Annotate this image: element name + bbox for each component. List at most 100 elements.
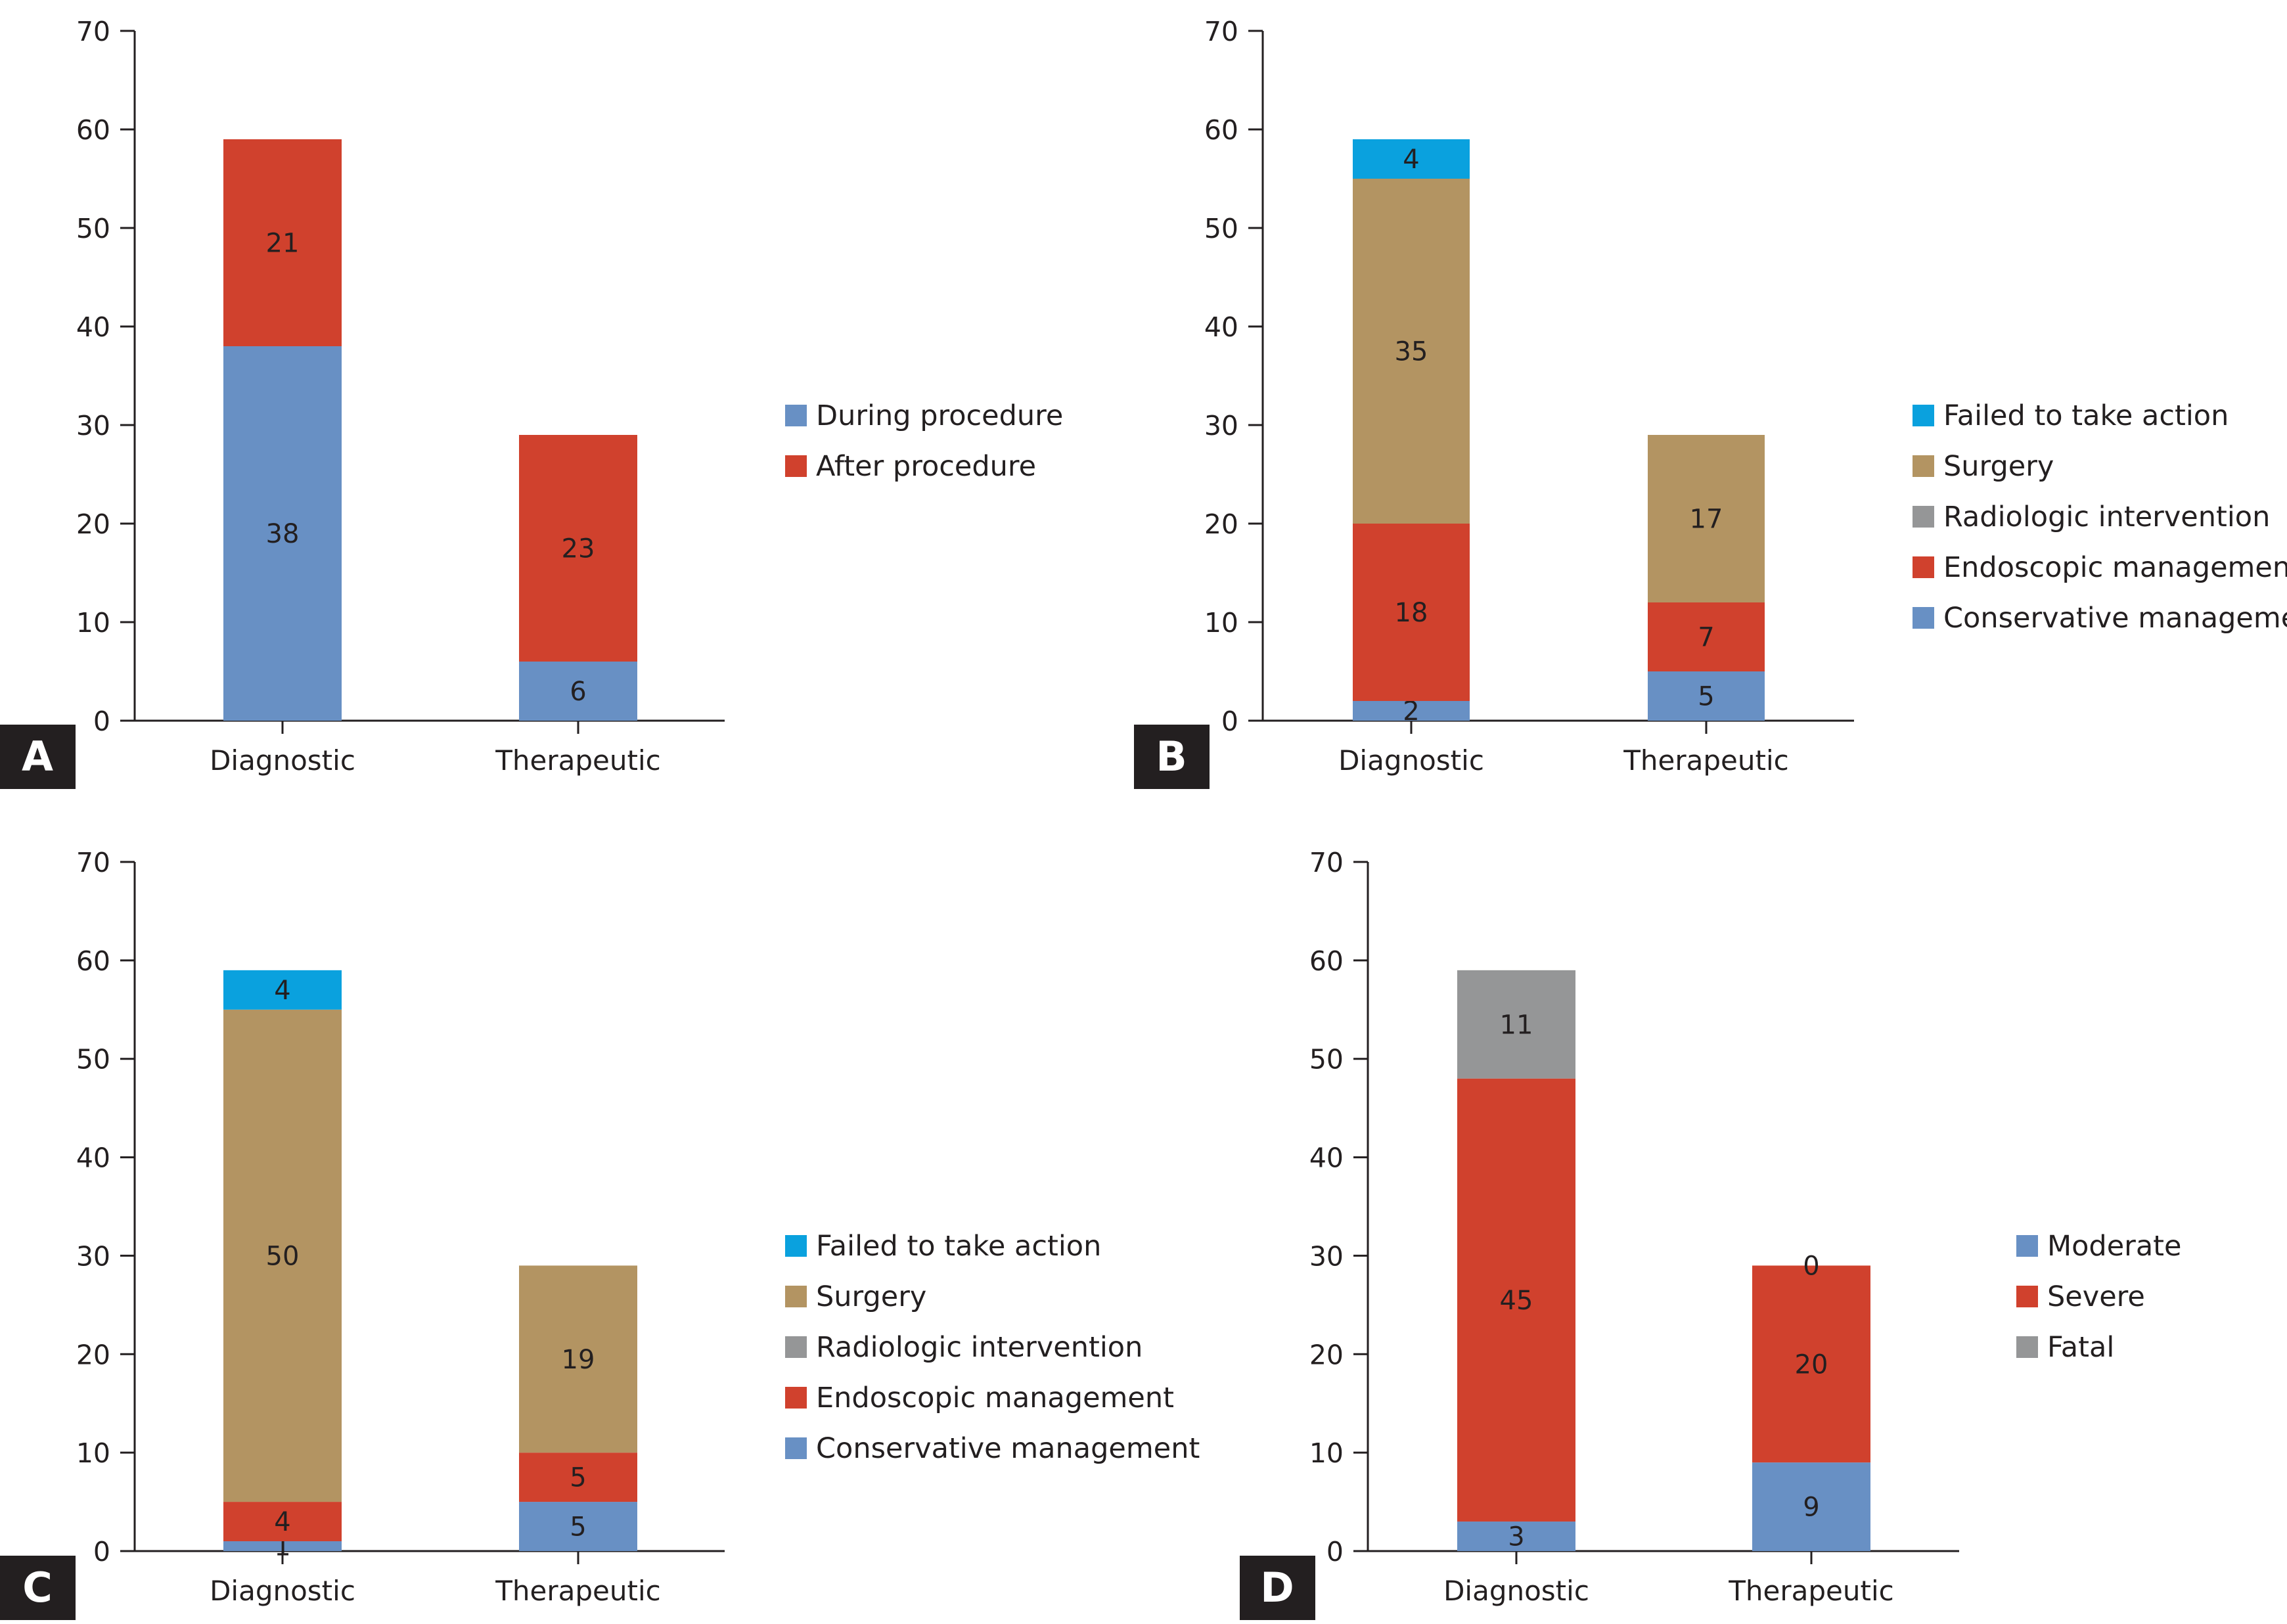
data-label: 20	[1795, 1349, 1828, 1380]
legend-label: Conservative management	[1943, 602, 2287, 635]
x-tick-label: Diagnostic	[1443, 1575, 1589, 1607]
data-label: 17	[1690, 505, 1723, 535]
data-label: 50	[266, 1241, 300, 1271]
panel-label: B	[1134, 725, 1210, 789]
x-tick-label: Diagnostic	[1338, 744, 1484, 777]
legend-label: Radiologic intervention	[816, 1331, 1143, 1364]
y-tick-label: 70	[1309, 847, 1344, 878]
bar-segment	[1353, 701, 1470, 721]
bar-segment	[1353, 139, 1470, 179]
y-tick-label: 30	[1204, 410, 1238, 441]
data-label: 0	[1803, 1251, 1819, 1281]
panel-label-box	[0, 725, 76, 789]
bar-segment	[519, 435, 637, 662]
y-tick-label: 60	[76, 945, 110, 977]
data-label: 11	[1500, 1010, 1533, 1040]
data-label: 5	[570, 1512, 586, 1543]
y-tick-label: 30	[76, 410, 110, 441]
bar-segment	[1457, 1078, 1575, 1522]
legend-item: Moderate	[2016, 1230, 2182, 1263]
bar-segment	[1353, 179, 1470, 524]
bar-segment	[519, 662, 637, 721]
legend-swatch	[785, 405, 807, 426]
y-tick-label: 40	[1309, 1142, 1344, 1174]
chart-panel-d: 0 10 20 30 40 50 60 70 Diagnostic Therapeutic 3 45 1…	[1240, 847, 2182, 1620]
legend-label: After procedure	[816, 450, 1036, 483]
y-tick-label: 30	[76, 1240, 110, 1272]
data-label: 7	[1698, 623, 1714, 653]
panel-label-box	[1240, 1556, 1315, 1620]
legend-item: Surgery	[785, 1280, 926, 1313]
legend-label: Severe	[2047, 1280, 2145, 1313]
y-tick-label: 20	[76, 508, 110, 540]
panel-label-text: D	[1260, 1564, 1294, 1612]
panel-label-text: A	[22, 733, 53, 780]
y-tick-label: 50	[76, 213, 110, 244]
legend-item: Fatal	[2016, 1331, 2114, 1364]
legend-label: Conservative management	[816, 1432, 1200, 1465]
bar-segment	[223, 1502, 342, 1542]
legend-item: After procedure	[785, 450, 1036, 483]
legend-label: Radiologic intervention	[1943, 501, 2270, 533]
panel-label-box	[1134, 725, 1210, 789]
legend-swatch	[785, 1235, 807, 1257]
x-tick-label: Therapeutic	[1728, 1575, 1893, 1607]
y-tick-label: 70	[76, 847, 110, 878]
legend-swatch	[1913, 607, 1934, 629]
bar-segment	[1752, 1462, 1870, 1551]
legend-swatch	[2016, 1336, 2038, 1358]
y-tick-label: 20	[1204, 508, 1238, 540]
y-tick-label: 20	[1309, 1339, 1344, 1370]
data-label: 21	[266, 229, 300, 259]
bar-segment	[223, 1009, 342, 1502]
bar-segment	[223, 139, 342, 346]
legend-item: Radiologic intervention	[785, 1331, 1143, 1364]
x-tick-label: Diagnostic	[210, 744, 355, 777]
legend-swatch	[785, 1387, 807, 1409]
data-label: 38	[266, 519, 300, 549]
legend-item: Conservative management	[785, 1432, 1200, 1465]
bar-segment	[1457, 970, 1575, 1079]
y-tick-label: 70	[76, 16, 110, 47]
y-tick-label: 0	[93, 706, 110, 737]
data-label: 35	[1395, 337, 1428, 367]
bar-segment	[1752, 1265, 1870, 1463]
legend-label: Failed to take action	[1943, 399, 2229, 432]
bar-segment	[223, 1541, 342, 1551]
legend-label: Endoscopic management	[816, 1382, 1174, 1414]
data-label: 19	[562, 1345, 595, 1375]
bar-segment	[519, 1265, 637, 1453]
legend-swatch	[785, 455, 807, 477]
panel-label: D	[1240, 1556, 1315, 1620]
panel-label-text: B	[1156, 733, 1187, 780]
y-tick-label: 50	[1309, 1044, 1344, 1075]
panel-label-box	[0, 1556, 76, 1620]
legend-label: Moderate	[2047, 1230, 2182, 1263]
legend-item: Failed to take action	[1913, 399, 2229, 432]
y-tick-label: 10	[76, 607, 110, 639]
data-label: 6	[570, 677, 586, 707]
bar-segment	[223, 346, 342, 721]
legend-item: During procedure	[785, 399, 1063, 432]
chart-panel-b: 0 10 20 30 40 50 60 70 Diagnostic Therapeutic 2 18 3…	[1134, 16, 2287, 789]
data-label: 5	[570, 1463, 586, 1493]
y-tick-label: 30	[1309, 1240, 1344, 1272]
panel-label: C	[0, 1556, 76, 1620]
data-label: 18	[1395, 598, 1428, 628]
panel-label: A	[0, 725, 76, 789]
bar-segment	[519, 1453, 637, 1502]
x-tick-label: Therapeutic	[495, 744, 660, 777]
panel-label-text: C	[22, 1564, 53, 1612]
legend-swatch	[1913, 506, 1934, 528]
legend-swatch	[1913, 405, 1934, 426]
legend-swatch	[1913, 556, 1934, 578]
bar-segment	[519, 1502, 637, 1551]
y-tick-label: 40	[76, 1142, 110, 1174]
data-label: 9	[1803, 1493, 1819, 1523]
legend-swatch	[2016, 1286, 2038, 1307]
y-tick-label: 50	[1204, 213, 1238, 244]
data-label: 4	[274, 976, 290, 1006]
legend-label: Endoscopic management	[1943, 551, 2287, 584]
chart-panel-a: 0 10 20 30 40 50 60 70 Diagnostic Therapeutic 38 21…	[0, 16, 1063, 789]
data-label: 4	[1403, 145, 1419, 175]
